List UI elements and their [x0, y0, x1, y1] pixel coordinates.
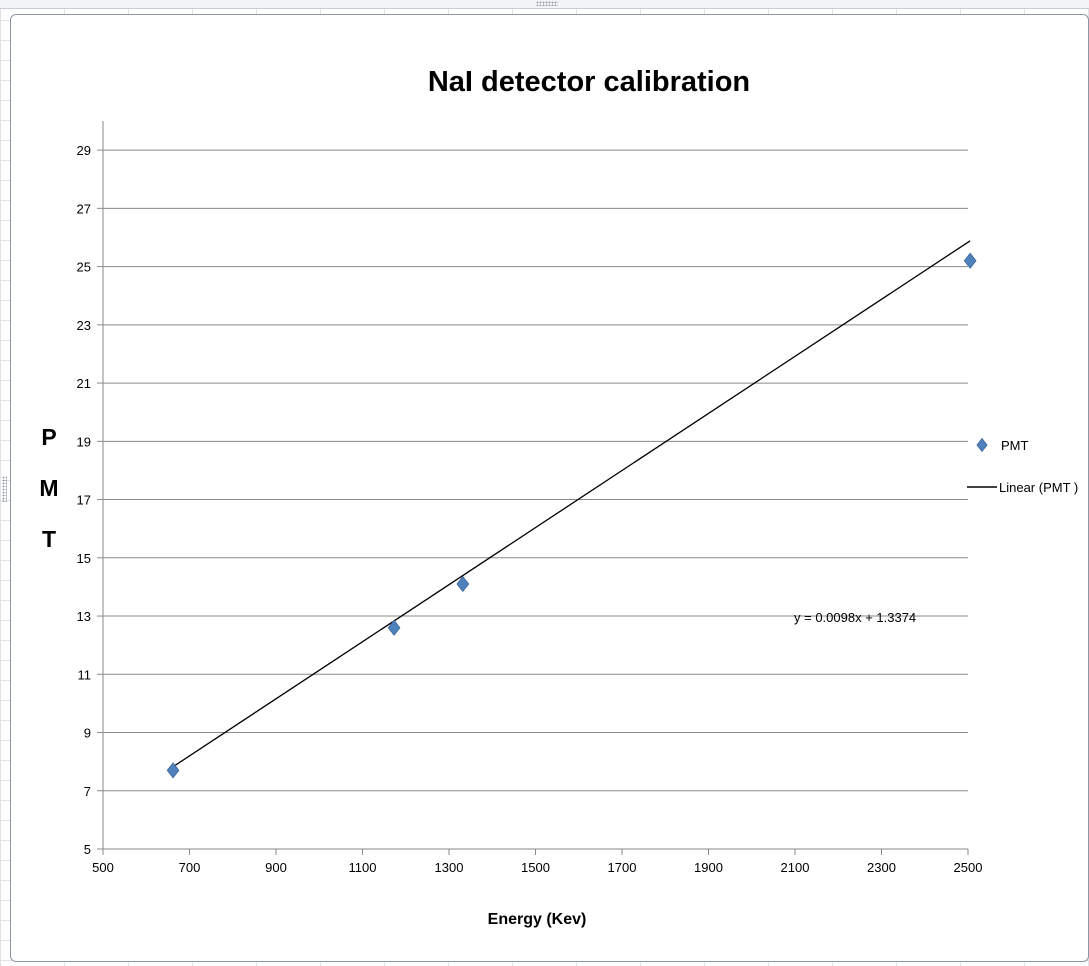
x-tick-label: 2100	[781, 860, 810, 875]
x-tick-label: 2300	[867, 860, 896, 875]
y-tick-label: 15	[77, 551, 91, 566]
resize-grip-icon[interactable]	[536, 1, 558, 6]
x-tick-label: 1700	[608, 860, 637, 875]
data-points	[166, 252, 977, 779]
y-tick-label: 13	[77, 609, 91, 624]
y-axis-title: PMT	[39, 424, 58, 552]
data-point-diamond	[456, 575, 470, 593]
data-point-diamond	[166, 762, 180, 779]
data-point-diamond	[963, 252, 977, 269]
x-tick-label: 700	[179, 860, 201, 875]
y-axis-ticks: 5 7 9 11 13 15 17 19 21 23 25 27 29	[77, 143, 103, 857]
trendline-equation: y = 0.0098x + 1.3374	[794, 610, 916, 625]
x-tick-label: 1500	[521, 860, 550, 875]
data-point-diamond	[387, 619, 401, 636]
axes	[102, 121, 968, 850]
window-top-strip	[0, 0, 1089, 9]
y-tick-label: 29	[77, 143, 91, 158]
x-tick-label: 2500	[954, 860, 983, 875]
chart-area[interactable]: NaI detector calibration 500 700 900 1100 13…	[10, 14, 1089, 962]
legend-label-pmt: PMT	[1001, 438, 1029, 453]
x-tick-label: 1300	[435, 860, 464, 875]
chart-title: NaI detector calibration	[428, 66, 750, 98]
resize-grip-left-icon[interactable]	[2, 476, 7, 502]
x-tick-label: 1100	[349, 860, 377, 875]
x-axis-title: Energy (Kev)	[488, 911, 587, 928]
y-tick-label: 19	[77, 434, 91, 449]
y-tick-label: 17	[77, 493, 91, 508]
gridlines	[103, 149, 968, 792]
y-tick-label: 25	[77, 260, 91, 275]
x-tick-label: 1900	[694, 860, 723, 875]
chart-svg: NaI detector calibration 500 700 900 1100 13…	[39, 66, 1078, 928]
y-tick-label: 11	[78, 667, 92, 682]
y-tick-label: 7	[84, 784, 91, 799]
x-axis-ticks: 500 700 900 1100 1300 1500 1700 1900 2100 2300 250…	[92, 849, 982, 875]
y-axis-title-letter: T	[42, 526, 56, 552]
legend-label-linear: Linear (PMT )	[999, 480, 1078, 495]
y-tick-label: 27	[77, 201, 91, 216]
y-tick-label: 5	[84, 842, 91, 857]
y-tick-label: 9	[84, 726, 91, 741]
legend-marker-diamond	[976, 437, 988, 453]
trendline	[172, 240, 971, 768]
y-tick-label: 23	[77, 318, 91, 333]
x-tick-label: 500	[92, 860, 114, 875]
x-tick-label: 900	[265, 860, 287, 875]
y-axis-title-letter: P	[41, 424, 56, 450]
y-axis-title-letter: M	[39, 475, 58, 501]
y-tick-label: 21	[77, 376, 91, 391]
trendline-line	[172, 240, 971, 768]
legend: PMT Linear (PMT )	[967, 437, 1078, 495]
